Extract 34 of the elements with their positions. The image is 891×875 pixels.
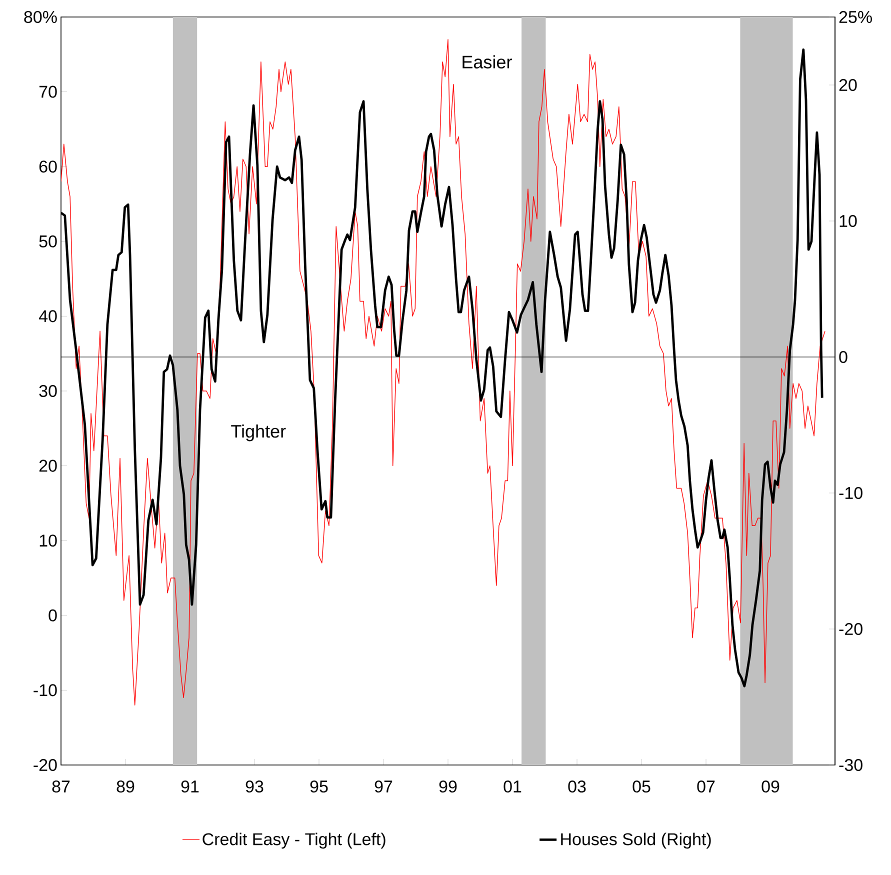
y-tick-label: 60 <box>39 160 57 173</box>
x-tick-label: 01 <box>504 780 522 793</box>
y-tick-label: 80% <box>24 10 57 24</box>
y2-tick-label: 20 <box>839 78 857 92</box>
x-tick-label: 05 <box>632 780 650 793</box>
y2-tick-label: 10 <box>840 214 857 228</box>
y2-tick-label: -10 <box>839 486 862 500</box>
y2-tick-label: 0 <box>839 350 848 364</box>
y-tick-label: 0 <box>48 609 57 622</box>
y-tick-label: 50 <box>39 235 57 248</box>
y2-tick-label: 25% <box>839 10 872 24</box>
x-tick-label: 97 <box>374 780 392 793</box>
y-tick-label: -10 <box>34 684 57 696</box>
annotation: Tighter <box>231 424 286 442</box>
legend-label: Houses Sold (Right) <box>561 832 711 849</box>
x-tick-label: 93 <box>246 780 264 793</box>
x-tick-label: 09 <box>762 780 780 793</box>
y-tick-label: 20 <box>39 460 57 472</box>
legend-label: Credit Easy - Tight (Left) <box>202 832 386 849</box>
annotation: Easier <box>462 55 512 68</box>
x-tick-label: 89 <box>116 780 134 793</box>
x-tick-label: 99 <box>439 780 457 793</box>
x-tick-label: 03 <box>568 780 586 793</box>
y-tick-label: -20 <box>34 758 57 772</box>
x-tick-label: 91 <box>181 780 199 793</box>
y-tick-label: 30 <box>39 384 57 398</box>
y-tick-label: 10 <box>40 534 57 547</box>
y-tick-label: 40 <box>38 310 57 322</box>
y-tick-label: 70 <box>39 86 57 98</box>
x-tick-label: 07 <box>697 780 715 793</box>
x-tick-label: 95 <box>310 780 328 793</box>
x-tick-label: 87 <box>52 780 70 793</box>
y2-tick-label: -20 <box>839 622 862 636</box>
y2-tick-label: -30 <box>839 758 862 772</box>
